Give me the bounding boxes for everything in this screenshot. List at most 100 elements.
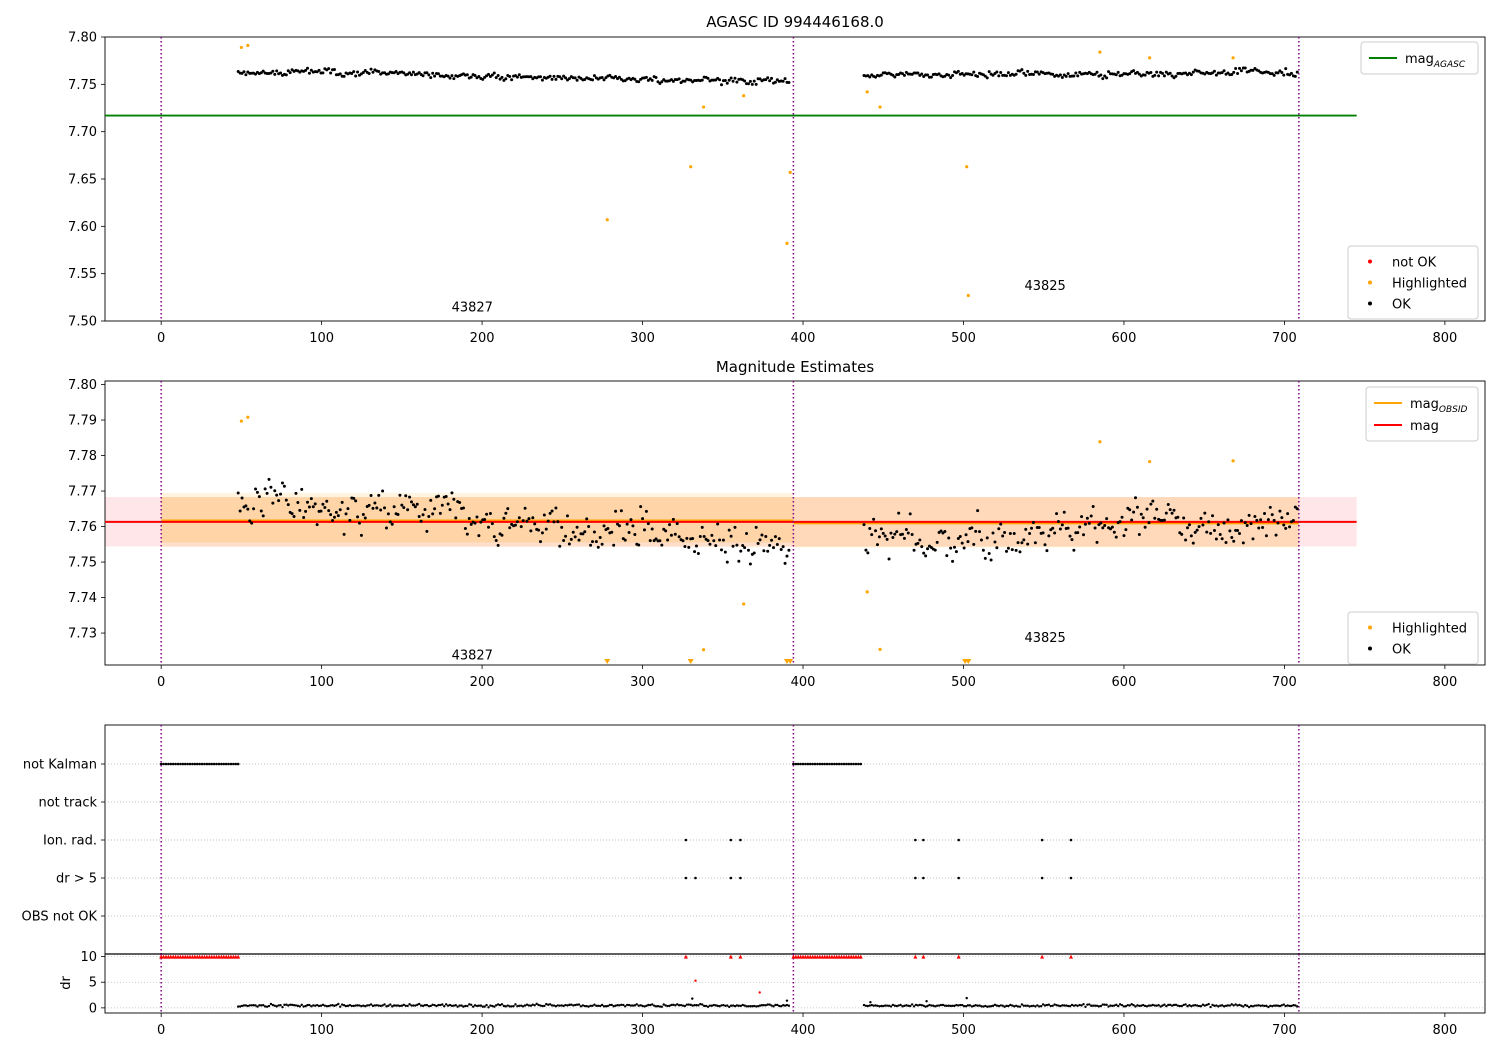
ok-point	[409, 73, 413, 77]
ok-point	[1078, 70, 1082, 74]
dr-point	[258, 1004, 261, 1007]
ok-point	[564, 76, 568, 80]
ok-point	[500, 75, 504, 79]
dr-point	[995, 1004, 999, 1007]
dr-point	[518, 1004, 521, 1007]
dr-point	[1068, 1005, 1072, 1008]
ok-point	[469, 522, 473, 526]
dr-point	[377, 1004, 380, 1007]
ok-point	[336, 514, 340, 518]
ok-point	[1137, 72, 1141, 76]
ok-point	[369, 493, 373, 497]
ok-point	[585, 517, 589, 521]
ok-point	[874, 529, 878, 533]
dr-point	[1118, 1003, 1122, 1006]
ok-point	[552, 74, 556, 78]
ok-point	[1030, 526, 1034, 530]
ok-point	[725, 560, 729, 564]
dr-point	[460, 1004, 463, 1007]
ok-point	[246, 507, 250, 511]
ok-point	[279, 492, 283, 496]
dr-point	[475, 1004, 479, 1008]
ok-point	[924, 554, 928, 558]
dr-point	[660, 1005, 664, 1008]
dr-point	[726, 1004, 729, 1007]
highlighted-point	[788, 170, 792, 174]
ok-point	[779, 548, 783, 552]
ok-point	[306, 500, 310, 504]
ok-point	[1224, 540, 1228, 544]
dr-point	[575, 1003, 579, 1006]
ok-point	[1253, 514, 1257, 518]
ok-point	[1058, 73, 1062, 77]
y-tick-label: 7.80	[68, 378, 97, 393]
dr-point	[597, 1004, 600, 1008]
dr-point	[1257, 1004, 1260, 1007]
y-tick-label: 7.74	[68, 591, 97, 606]
ok-point	[371, 70, 375, 74]
dr-point	[1284, 1004, 1287, 1008]
dr-point	[768, 1003, 771, 1006]
ok-point	[1259, 518, 1263, 522]
flag-point	[857, 762, 860, 766]
dr-point	[550, 1004, 554, 1007]
panel-4-ylabel: dr	[59, 976, 74, 990]
axes-frame	[104, 724, 1486, 955]
dr-point	[1105, 1003, 1108, 1006]
ok-point	[781, 545, 785, 549]
ok-point	[504, 511, 508, 515]
dr-point	[236, 1005, 240, 1008]
ok-point	[1004, 549, 1008, 553]
ok-point	[238, 509, 242, 513]
ok-point	[743, 79, 747, 83]
dr-point	[304, 1004, 307, 1008]
ok-point	[1143, 525, 1147, 529]
dr-point	[976, 1004, 979, 1007]
dr-point	[329, 1004, 332, 1007]
ok-point	[467, 516, 471, 520]
ok-point	[508, 75, 512, 79]
dr-point	[681, 1004, 685, 1007]
ok-point	[475, 515, 479, 519]
dr-point	[450, 1004, 454, 1008]
ok-point	[706, 76, 710, 80]
ok-point	[411, 503, 415, 507]
dr-point	[319, 1004, 323, 1007]
ok-point	[958, 534, 962, 538]
ok-point	[637, 543, 641, 547]
dr-point	[676, 1003, 679, 1006]
ok-point	[910, 532, 914, 536]
ok-point	[862, 523, 866, 527]
flag-point	[739, 838, 742, 842]
dr-point	[620, 1003, 623, 1006]
ok-point	[427, 73, 431, 77]
ok-point	[993, 540, 997, 544]
ok-point	[590, 540, 594, 544]
dr-point	[872, 1004, 875, 1007]
highlighted-point	[239, 419, 243, 423]
dr-point	[749, 1005, 752, 1008]
ok-point	[1226, 71, 1230, 75]
dr-point	[312, 1004, 315, 1007]
dr-point	[770, 1004, 773, 1007]
ok-point	[935, 540, 939, 544]
ok-point	[537, 528, 541, 532]
ok-point	[282, 484, 286, 488]
ok-point	[668, 523, 672, 527]
ok-point	[1026, 542, 1030, 546]
legend-label: Highlighted	[1392, 277, 1467, 292]
dr-point	[408, 1003, 411, 1006]
ok-point	[263, 487, 267, 491]
dr-point	[1155, 1004, 1158, 1007]
ok-point	[488, 511, 492, 515]
ok-point	[606, 526, 610, 530]
ok-point	[552, 520, 556, 524]
ok-point	[1211, 514, 1215, 518]
ok-point	[540, 531, 544, 535]
ok-point	[1239, 69, 1243, 73]
dr-point	[533, 1004, 536, 1007]
ok-point	[991, 531, 995, 535]
dr-point	[1151, 1003, 1155, 1007]
ok-point	[885, 537, 889, 541]
dr-point	[1032, 1004, 1035, 1007]
